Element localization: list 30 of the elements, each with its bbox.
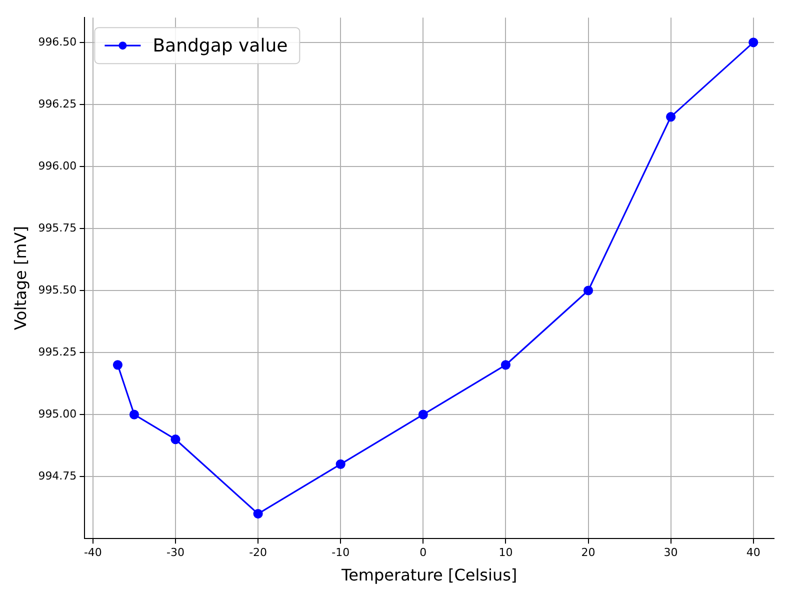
- x-axis-title: Temperature [Celsius]: [340, 566, 518, 585]
- point: [418, 410, 428, 420]
- x-tick-label: -30: [166, 546, 184, 560]
- x-tick-label: -20: [249, 546, 268, 560]
- x-tick-label: 40: [746, 546, 760, 560]
- point: [666, 112, 676, 122]
- x-tick-label: 0: [420, 546, 427, 560]
- legend-label: Bandgap value: [152, 35, 288, 56]
- y-axis-title: Voltage [mV]: [10, 226, 30, 330]
- point: [748, 38, 758, 48]
- x-tick-label: 10: [498, 546, 513, 560]
- y-tick-label: 995.50: [38, 283, 77, 296]
- y-tick-label: 995.25: [38, 345, 77, 358]
- y-tick-label: 996.00: [38, 159, 77, 172]
- point: [336, 459, 346, 469]
- point: [170, 434, 180, 444]
- point: [112, 360, 123, 370]
- x-tick-label: 30: [664, 546, 678, 560]
- point: [253, 508, 263, 519]
- x-tick-label: 20: [581, 546, 596, 560]
- y-tick-label: 996.50: [38, 35, 77, 48]
- x-tick-label: -40: [84, 546, 102, 560]
- y-tick-label: 995.00: [38, 407, 77, 420]
- y-tick-label: 996.25: [38, 97, 77, 110]
- y-tick-label: 994.75: [38, 469, 77, 482]
- point: [129, 410, 140, 420]
- y-tick-label: 995.75: [38, 221, 77, 234]
- point: [583, 286, 594, 296]
- point: [500, 360, 511, 370]
- x-tick-label: -10: [332, 546, 350, 560]
